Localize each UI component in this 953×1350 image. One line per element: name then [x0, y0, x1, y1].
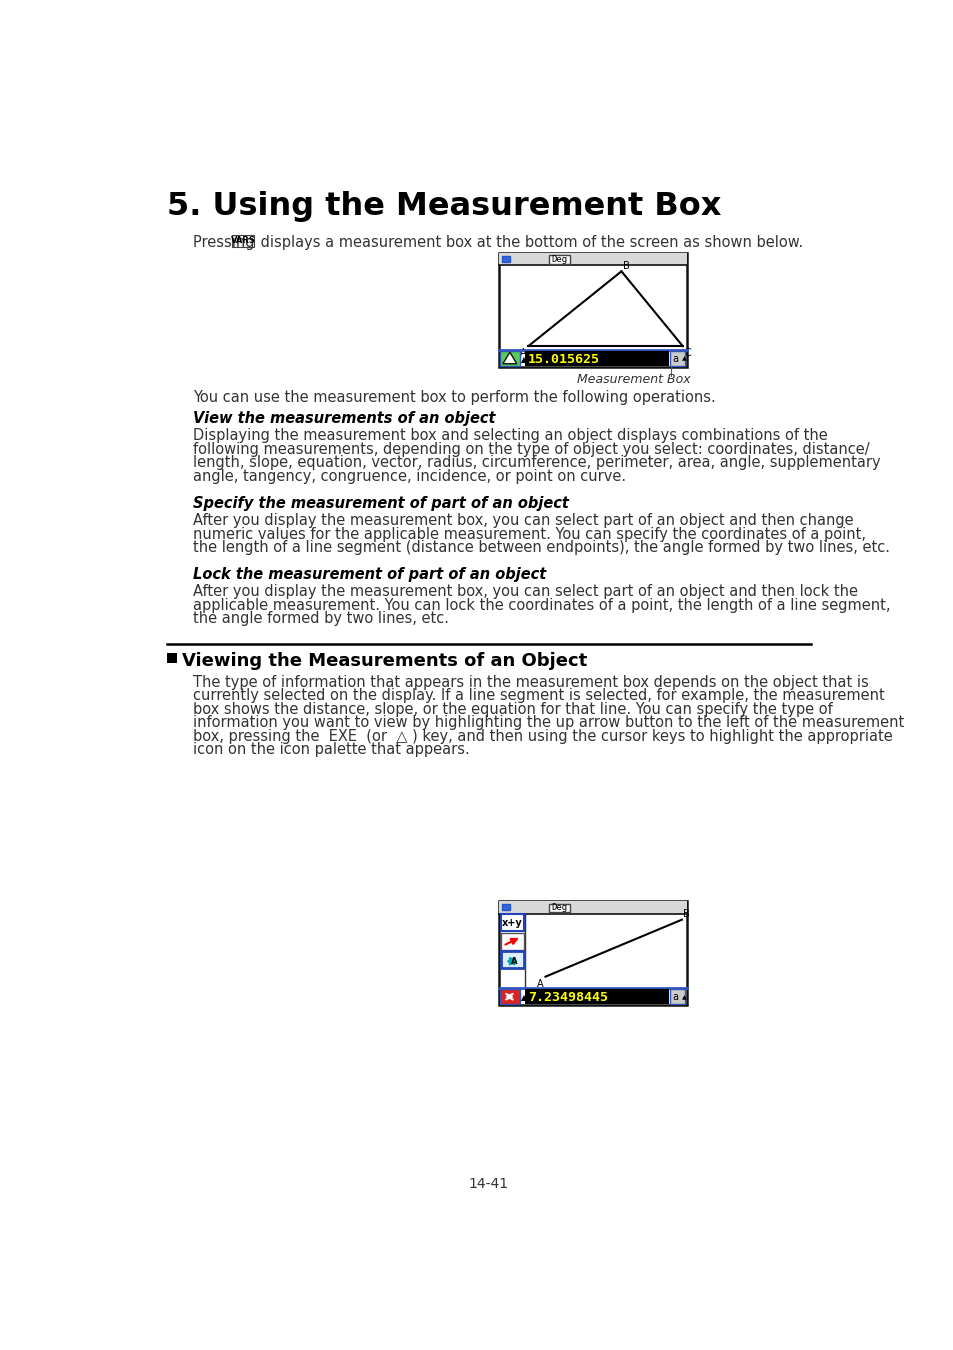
Bar [501, 904, 509, 910]
Bar [584, 344, 588, 348]
Bar [500, 933, 523, 949]
Polygon shape [502, 352, 517, 363]
Text: Deg: Deg [551, 903, 567, 913]
Text: the angle formed by two lines, etc.: the angle formed by two lines, etc. [193, 612, 449, 626]
Text: currently selected on the display. If a line segment is selected, for example, t: currently selected on the display. If a … [193, 688, 883, 703]
Bar [604, 949, 608, 953]
Text: A: A [519, 347, 525, 358]
Text: After you display the measurement box, you can select part of an object and then: After you display the measurement box, y… [193, 513, 853, 528]
Text: Deg: Deg [551, 255, 567, 263]
Text: x+y: x+y [501, 918, 522, 927]
Text: Viewing the Measurements of an Object: Viewing the Measurements of an Object [182, 652, 587, 670]
Bar [501, 256, 509, 262]
Text: ▲: ▲ [521, 355, 527, 363]
Text: B: B [682, 909, 689, 919]
Bar [525, 990, 669, 1004]
Bar [670, 351, 684, 366]
Text: Specify the measurement of part of an object: Specify the measurement of part of an ob… [193, 497, 568, 512]
Text: A: A [510, 957, 517, 967]
Text: length, slope, equation, vector, radius, circumference, perimeter, area, angle, : length, slope, equation, vector, radius,… [193, 455, 880, 470]
Text: icon on the icon palette that appears.: icon on the icon palette that appears. [193, 743, 469, 757]
Text: You can use the measurement box to perform the following operations.: You can use the measurement box to perfo… [193, 390, 715, 405]
Text: A: A [536, 979, 542, 990]
Text: C: C [683, 347, 690, 358]
Text: 15.015625: 15.015625 [527, 352, 599, 366]
Text: Measurement Box: Measurement Box [577, 373, 690, 386]
Text: After you display the measurement box, you can select part of an object and then: After you display the measurement box, y… [193, 585, 857, 599]
Bar [498, 902, 686, 1006]
Bar [670, 990, 684, 1004]
Text: B: B [622, 261, 629, 270]
Bar [498, 252, 686, 367]
Text: 7.23498445: 7.23498445 [527, 991, 607, 1004]
Bar [500, 914, 523, 931]
Text: 14-41: 14-41 [468, 1177, 509, 1191]
Text: Pressing: Pressing [193, 235, 258, 250]
FancyBboxPatch shape [233, 235, 253, 247]
Bar [549, 903, 569, 913]
Bar [167, 653, 177, 663]
Text: View the measurements of an object: View the measurements of an object [193, 412, 495, 427]
Text: applicable measurement. You can lock the coordinates of a point, the length of a: applicable measurement. You can lock the… [193, 598, 889, 613]
Bar [573, 306, 577, 310]
Text: displays a measurement box at the bottom of the screen as shown below.: displays a measurement box at the bottom… [255, 235, 801, 250]
Text: angle, tangency, congruence, incidence, or point on curve.: angle, tangency, congruence, incidence, … [193, 468, 625, 483]
Text: following measurements, depending on the type of object you select: coordinates,: following measurements, depending on the… [193, 441, 868, 456]
Bar [621, 344, 625, 348]
Bar [525, 351, 669, 366]
Bar [549, 255, 569, 263]
Text: a: a [672, 992, 678, 1003]
Text: Lock the measurement of part of an object: Lock the measurement of part of an objec… [193, 567, 545, 582]
Text: ▲: ▲ [681, 356, 686, 362]
Bar [498, 902, 686, 914]
Bar [500, 952, 523, 968]
Bar [618, 944, 621, 948]
Text: ▲: ▲ [521, 994, 527, 1002]
Text: VARS: VARS [231, 236, 255, 246]
Text: a: a [672, 354, 678, 364]
Text: numeric values for the applicable measurement. You can specify the coordinates o: numeric values for the applicable measur… [193, 526, 865, 541]
Text: Displaying the measurement box and selecting an object displays combinations of : Displaying the measurement box and selec… [193, 428, 827, 443]
Text: ▲: ▲ [681, 995, 686, 1000]
Bar [498, 252, 686, 265]
Text: the length of a line segment (distance between endpoints), the angle formed by t: the length of a line segment (distance b… [193, 540, 889, 555]
Bar [499, 351, 519, 366]
Bar [649, 306, 654, 310]
Text: box, pressing the  EXE  (or  △ ) key, and then using the cursor keys to highligh: box, pressing the EXE (or △ ) key, and t… [193, 729, 892, 744]
Bar [499, 990, 519, 1004]
Text: The type of information that appears in the measurement box depends on the objec: The type of information that appears in … [193, 675, 868, 690]
Text: box shows the distance, slope, or the equation for that line. You can specify th: box shows the distance, slope, or the eq… [193, 702, 832, 717]
Text: information you want to view by highlighting the up arrow button to the left of : information you want to view by highligh… [193, 716, 903, 730]
Text: 5. Using the Measurement Box: 5. Using the Measurement Box [167, 192, 720, 223]
